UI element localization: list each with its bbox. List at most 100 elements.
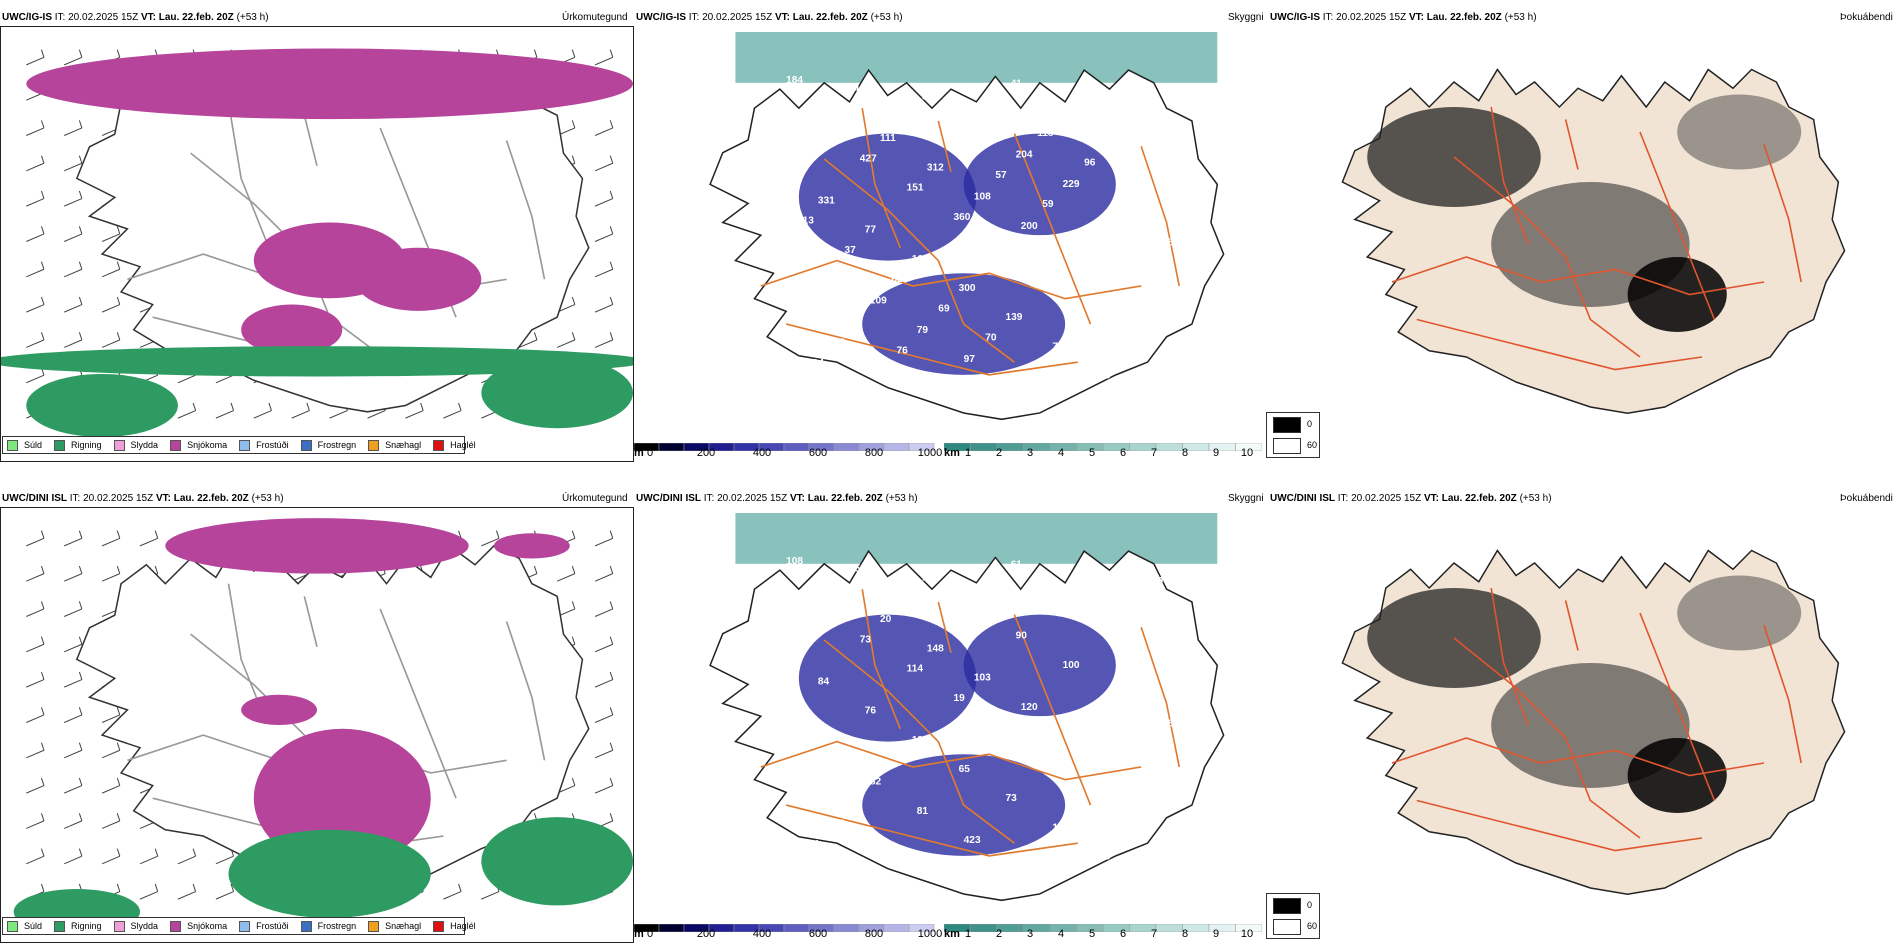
legend-item: Rigning [54, 439, 102, 451]
ceiling-value: 452 [823, 748, 840, 759]
road-line [1416, 799, 1703, 852]
fog-legend: 0 60 [1266, 412, 1320, 458]
legend-swatch [300, 439, 312, 451]
ceiling-value: 59 [1042, 199, 1054, 210]
ceiling-value: 103 [974, 673, 991, 684]
snow-area [241, 694, 317, 725]
ceiling-value: 89 [813, 605, 825, 616]
road-line [1013, 614, 1092, 806]
wind-barb [594, 296, 614, 313]
visibility-unit: km [944, 447, 960, 459]
panel-header: UWC/DINI ISL IT: 20.02.2025 15Z VT: Lau.… [1270, 493, 1552, 504]
legend-item: Frostúði [239, 920, 289, 932]
ceiling-visibility-map: 184 127 111 312 108 200 322 248 189 245 321 565 466 2… [709, 32, 1225, 421]
ceiling-value: 108 [1151, 647, 1168, 658]
ceiling-value: 19 [902, 593, 914, 604]
ceiling-value: 57 [995, 170, 1007, 181]
road-line [1140, 627, 1181, 768]
fog-legend-label: 0 [1307, 419, 1313, 429]
wind-barb [26, 565, 45, 582]
ceiling-value: 97 [964, 354, 976, 365]
fog-indicator-map [1341, 68, 1846, 415]
tick-label: 10 [1240, 447, 1254, 459]
legend-swatch [113, 920, 125, 932]
wind-barb [594, 636, 614, 653]
ceiling-value: 773 [1089, 228, 1106, 239]
road-line [1639, 612, 1716, 801]
wind-barb [519, 332, 538, 348]
ceiling-value: 88 [1115, 760, 1127, 771]
ceiling-value: 131 [875, 848, 892, 859]
wind-barb [101, 261, 121, 278]
ceiling-value: 300 [959, 283, 976, 294]
tick-label: 8 [1181, 447, 1189, 459]
wind-barb [101, 530, 121, 547]
ceiling-value: 88 [969, 602, 981, 613]
legend-item: Frostregn [300, 920, 356, 932]
road-line [760, 740, 1142, 781]
wind-barb [64, 332, 83, 348]
ceiling-value: 65 [959, 764, 971, 775]
tick-label: 1000 [917, 928, 943, 940]
snow-area [354, 247, 482, 311]
legend-swatch [300, 920, 312, 932]
tick-label: 400 [752, 447, 772, 459]
legend-label: Súld [24, 921, 43, 931]
road-line [379, 608, 457, 799]
ceiling-value: 120 [1021, 702, 1038, 713]
legend-label: Slydda [130, 921, 159, 931]
model-name: UWC/DINI ISL [2, 493, 67, 504]
ceiling-value: 113 [1058, 589, 1075, 600]
colorbar-step [833, 923, 860, 933]
wind-barb [594, 226, 614, 242]
ceiling-value: 70 [985, 333, 997, 344]
wind-barb [101, 777, 121, 794]
ceiling-value: 322 [1068, 250, 1085, 261]
legend-item: Súld [7, 439, 43, 451]
ceiling-value: 81 [917, 806, 929, 817]
wind-barb [64, 565, 83, 582]
colorbar-step [970, 442, 998, 452]
legend-item: Snjókoma [170, 920, 227, 932]
tick-label: 400 [752, 928, 772, 940]
legend-swatch [368, 439, 380, 451]
wind-barb [26, 190, 45, 207]
legend-swatch [54, 439, 66, 451]
ceiling-value: 118 [1037, 128, 1054, 139]
model-name: UWC/DINI ISL [1270, 493, 1335, 504]
rain-area [481, 357, 633, 429]
colorbar-step [1155, 923, 1183, 933]
ceiling-colorbar: m 0 200 400 600 800 1000 [633, 438, 942, 462]
tick-label: 600 [808, 447, 828, 459]
wind-barb [556, 777, 576, 794]
tick-label: 1 [964, 928, 972, 940]
ceiling-value: 70 [1099, 371, 1111, 382]
ceiling-value: 90 [1094, 781, 1106, 792]
road-line [1639, 131, 1716, 320]
vt-label: VT: [1408, 12, 1424, 23]
lead-time: (+53 h) [885, 493, 918, 504]
legend-swatch [433, 920, 445, 932]
tick-label: 800 [864, 447, 884, 459]
precip-type-panel: UWC/DINI ISL IT: 20.02.2025 15Z VT: Lau.… [0, 493, 634, 943]
low-ceiling-area [963, 133, 1116, 236]
ceiling-value: 119 [1052, 822, 1069, 833]
ceiling-value: 84 [818, 676, 830, 687]
ceiling-value: 203 [823, 267, 840, 278]
tick-label: 200 [696, 928, 716, 940]
road-line [1763, 144, 1802, 283]
tick-label: 600 [808, 928, 828, 940]
wind-barb [26, 155, 45, 172]
ceiling-value: 79 [917, 325, 929, 336]
ceiling-value: 113 [798, 216, 815, 227]
legend-label: Rigning [71, 440, 102, 450]
ceiling-value: 61 [1011, 560, 1023, 571]
ceiling-value: 84 [850, 316, 862, 327]
road-line [823, 158, 1015, 363]
tick-label: 1 [964, 447, 972, 459]
ceiling-value: 98 [1104, 618, 1116, 629]
legend-label: Súld [24, 440, 43, 450]
ceiling-value: 111 [1047, 751, 1063, 762]
vt-label: VT: [774, 12, 790, 23]
ceiling-value: 55 [1047, 270, 1059, 281]
